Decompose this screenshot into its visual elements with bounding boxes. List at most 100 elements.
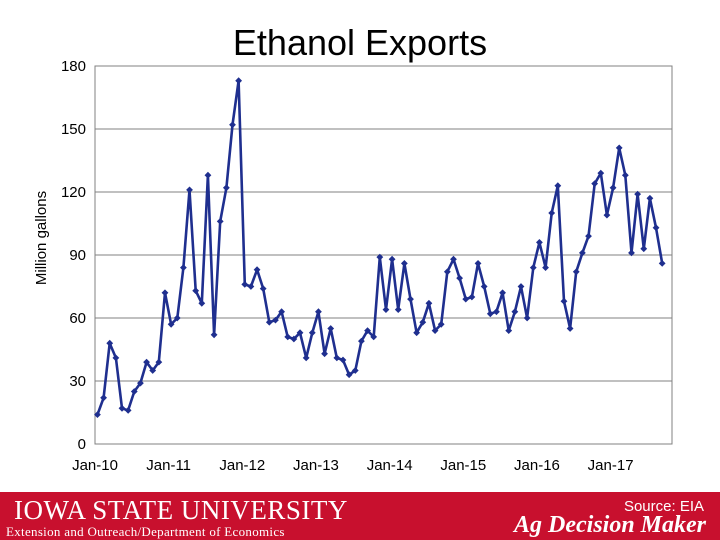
data-point	[499, 289, 506, 297]
data-point	[278, 308, 286, 316]
data-point	[413, 329, 421, 337]
data-point	[265, 318, 273, 326]
data-point	[566, 325, 574, 332]
data-point	[615, 144, 623, 152]
data-point	[486, 310, 494, 318]
data-point	[450, 255, 457, 263]
x-tick-label: Jan-15	[440, 457, 486, 474]
data-point	[333, 354, 341, 362]
data-point	[480, 283, 488, 290]
data-point	[640, 245, 648, 253]
data-point	[296, 329, 304, 337]
data-point	[143, 358, 150, 366]
data-point	[628, 249, 635, 257]
data-point	[462, 295, 470, 303]
data-point	[229, 121, 236, 129]
data-point	[106, 339, 114, 347]
data-point	[308, 329, 316, 337]
data-point	[253, 266, 261, 274]
data-point	[118, 404, 126, 412]
data-point	[216, 218, 224, 225]
data-point	[431, 327, 439, 334]
data-point	[247, 283, 255, 290]
chart-title: Ethanol Exports	[232, 22, 488, 63]
data-point	[137, 379, 144, 387]
data-point	[542, 264, 549, 271]
y-tick-label: 90	[69, 247, 86, 264]
data-point	[523, 314, 531, 322]
source-note: Source: EIA	[623, 498, 704, 515]
data-point	[407, 295, 414, 303]
x-tick-label: Jan-16	[514, 457, 560, 474]
data-point	[321, 350, 328, 358]
data-point	[493, 308, 500, 316]
data-point	[235, 77, 243, 85]
data-point	[204, 171, 212, 179]
x-tick-label: Jan-10	[72, 457, 118, 474]
data-point	[222, 184, 230, 192]
data-point	[536, 239, 543, 246]
x-tick-label: Jan-13	[293, 457, 339, 474]
data-point	[290, 335, 298, 343]
data-point	[272, 316, 279, 324]
data-point	[468, 293, 476, 301]
data-point	[388, 255, 396, 263]
data-point	[437, 320, 445, 328]
data-point	[179, 264, 187, 271]
data-point	[634, 190, 642, 198]
data-point	[505, 327, 513, 334]
data-point	[358, 337, 365, 345]
data-point	[173, 314, 181, 322]
data-point	[621, 171, 629, 179]
department-name: Extension and Outreach/Department of Eco…	[6, 524, 285, 539]
data-point	[186, 186, 193, 194]
data-point	[425, 299, 433, 307]
data-point	[443, 268, 451, 276]
y-tick-label: 30	[69, 373, 86, 390]
data-point	[161, 289, 169, 297]
x-tick-label: Jan-14	[367, 457, 413, 474]
data-point	[554, 182, 562, 190]
data-point	[100, 394, 107, 402]
data-point	[560, 297, 568, 305]
data-point	[124, 407, 132, 414]
data-point	[591, 180, 599, 187]
y-tick-label: 60	[69, 310, 86, 327]
data-point	[548, 209, 556, 217]
data-point	[198, 299, 206, 307]
y-tick-labels: 0 30 60 90 120 150 180	[61, 58, 86, 453]
data-point	[94, 411, 101, 418]
data-point	[572, 268, 580, 276]
data-point	[130, 388, 138, 395]
university-name: IOWA STATE UNIVERSITY	[14, 495, 348, 525]
data-point	[603, 211, 611, 219]
data-point	[646, 194, 654, 202]
gridlines	[95, 128, 672, 382]
y-tick-label: 150	[61, 121, 86, 138]
data-point	[345, 371, 353, 379]
data-point	[155, 358, 163, 366]
data-point	[241, 281, 249, 288]
x-tick-label: Jan-11	[146, 457, 191, 474]
y-tick-label: 120	[61, 184, 86, 201]
series-ethanol-exports	[94, 77, 666, 418]
footer-banner: IOWA STATE UNIVERSITY Extension and Outr…	[0, 492, 720, 540]
y-tick-label: 180	[61, 58, 86, 75]
brand-logo-text: Ag Decision Maker	[514, 512, 706, 538]
x-tick-label: Jan-17	[588, 457, 634, 474]
data-point	[351, 367, 359, 374]
data-point	[597, 169, 605, 177]
data-point	[210, 331, 218, 339]
data-point	[517, 283, 525, 290]
series-line	[96, 79, 664, 416]
x-tick-labels: Jan-10 Jan-11 Jan-12 Jan-13 Jan-14 Jan-15 Jan-…	[72, 457, 633, 474]
data-point	[370, 333, 378, 341]
data-point	[376, 253, 384, 261]
data-point	[364, 327, 371, 334]
data-point	[327, 325, 335, 332]
data-point	[167, 320, 175, 328]
data-point	[419, 318, 427, 326]
data-point	[112, 354, 120, 362]
y-axis-label: Million gallons	[33, 191, 50, 285]
data-point	[302, 354, 310, 362]
